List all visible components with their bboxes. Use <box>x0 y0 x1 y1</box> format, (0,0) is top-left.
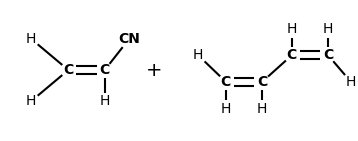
Text: H: H <box>257 102 267 116</box>
Text: H: H <box>323 22 333 36</box>
Text: C: C <box>100 63 110 77</box>
Text: C: C <box>221 75 231 89</box>
Text: +: + <box>146 60 162 80</box>
Text: H: H <box>100 94 110 108</box>
Text: C: C <box>63 63 73 77</box>
Text: H: H <box>193 48 203 62</box>
Text: H: H <box>345 75 356 89</box>
Text: H: H <box>26 32 36 46</box>
Text: H: H <box>26 94 36 108</box>
Text: C: C <box>323 48 333 62</box>
Text: C: C <box>287 48 297 62</box>
Text: C: C <box>257 75 267 89</box>
Text: H: H <box>221 102 231 116</box>
Text: H: H <box>286 22 297 36</box>
Text: CN: CN <box>118 32 140 46</box>
